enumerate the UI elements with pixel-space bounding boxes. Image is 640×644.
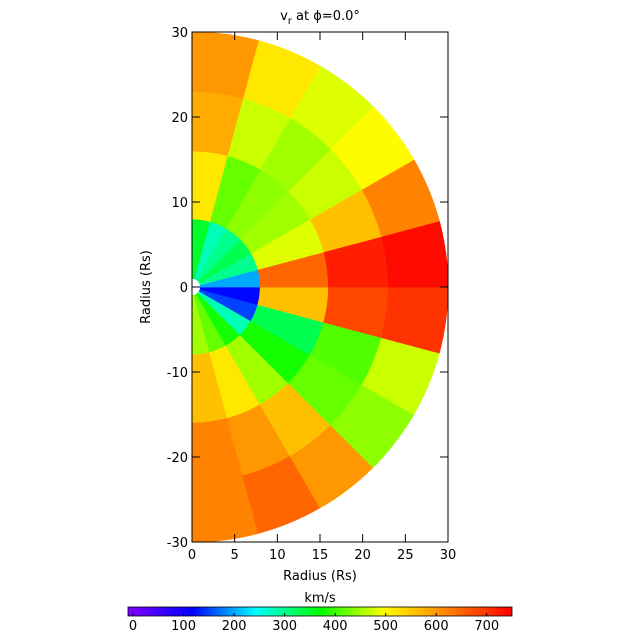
y-tick-label: -20 [167,451,188,466]
heatmap [191,31,449,543]
colorbar-tick-label: 500 [373,619,398,634]
y-axis-label: Radius (Rs) [139,250,154,324]
colorbar-tick-label: 600 [424,619,449,634]
x-tick-label: 20 [354,548,371,563]
title-sub: r [288,16,293,27]
y-tick-label: -10 [167,366,188,381]
x-axis-label: Radius (Rs) [283,569,357,584]
x-tick-label: 0 [188,548,196,563]
title-main: v [280,9,288,24]
y-tick-label: 20 [171,111,188,126]
colorbar-tick-label: 300 [272,619,297,634]
x-tick-label: 10 [269,548,286,563]
colorbar-tick-label: 0 [129,619,137,634]
y-tick-label: 10 [171,196,188,211]
x-tick-label: 5 [231,548,239,563]
x-tick-label: 15 [312,548,329,563]
colorbar [127,606,513,617]
y-tick-label: 0 [180,281,188,296]
title-rest: at ϕ=0.0° [292,9,360,24]
colorbar-tick-label: 700 [474,619,499,634]
y-tick-label: 30 [171,26,188,41]
colorbar-tick-label: 100 [171,619,196,634]
x-tick-label: 30 [440,548,457,563]
y-tick-label: -30 [167,536,188,551]
colorbar-tick-label: 400 [323,619,348,634]
x-tick-label: 25 [397,548,414,563]
chart-title: vr at ϕ=0.0° [280,9,360,27]
colorbar-tick-label: 200 [222,619,247,634]
colorbar-label: km/s [304,591,336,606]
